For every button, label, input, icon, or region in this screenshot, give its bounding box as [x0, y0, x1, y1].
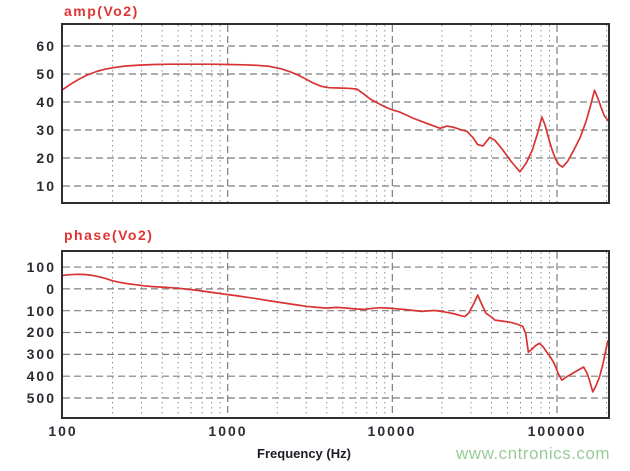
amp-y-tick-40: 40	[36, 94, 56, 110]
phase-plot-frame	[61, 250, 610, 419]
phase-y-tick-neg500: 500	[26, 390, 56, 406]
phase-y-tick-0: 0	[46, 281, 56, 297]
amp-y-tick-30: 30	[36, 122, 56, 138]
watermark-url: www.cntronics.com	[456, 444, 610, 463]
amp-plot-frame	[61, 23, 610, 204]
amp-y-tick-10: 10	[36, 178, 56, 194]
phase-curve	[63, 273, 608, 393]
phase-y-tick-neg400: 400	[26, 368, 56, 384]
frequency-axis-label: Frequency (Hz)	[257, 446, 351, 461]
phase-y-tick-neg200: 200	[26, 324, 56, 340]
x-tick-100: 100	[48, 423, 78, 439]
phase-y-tick-100: 100	[26, 259, 56, 275]
amp-curve	[63, 63, 608, 173]
x-tick-100000: 100000	[527, 423, 587, 439]
amp-y-tick-50: 50	[36, 66, 56, 82]
phase-plot-title: phase(Vo2)	[64, 227, 154, 243]
amp-plot-title: amp(Vo2)	[64, 3, 139, 19]
phase-gridlines	[63, 252, 608, 417]
amp-y-tick-60: 60	[36, 38, 56, 54]
phase-y-tick-neg100: 100	[26, 303, 56, 319]
amp-gridlines	[63, 25, 608, 202]
amp-plot-canvas	[63, 25, 608, 202]
x-tick-10000: 10000	[367, 423, 417, 439]
amp-y-tick-20: 20	[36, 150, 56, 166]
x-tick-1000: 1000	[208, 423, 248, 439]
phase-y-tick-neg300: 300	[26, 346, 56, 362]
phase-plot-canvas	[63, 252, 608, 417]
